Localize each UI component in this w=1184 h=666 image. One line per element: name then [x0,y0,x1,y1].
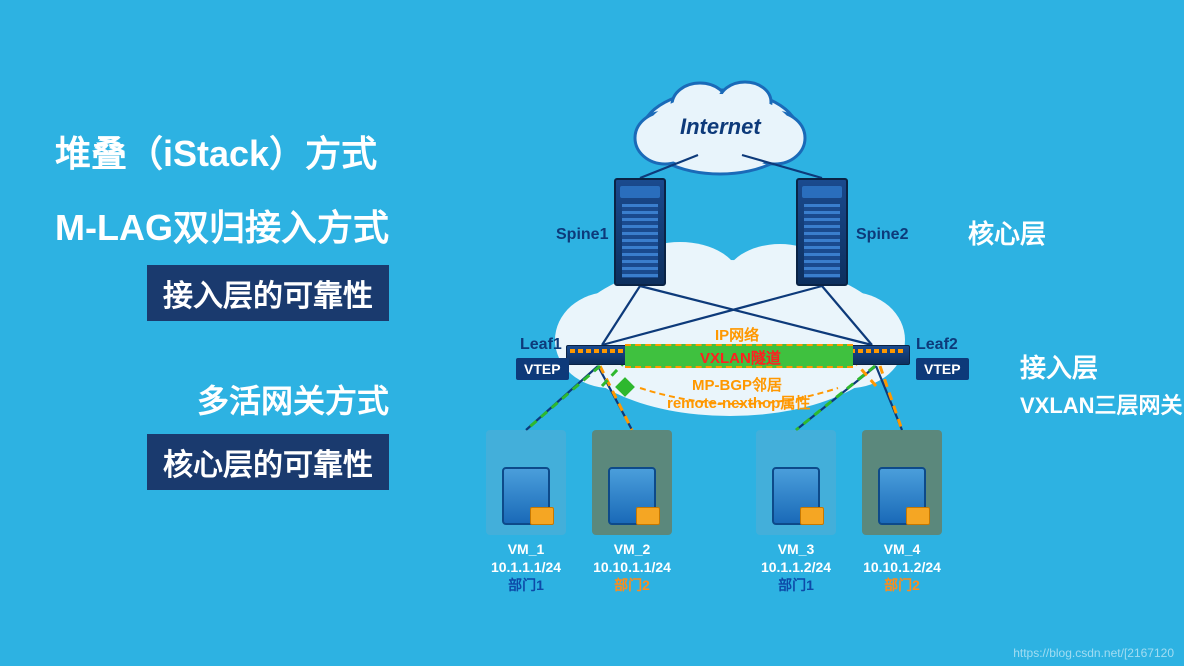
vm-2-dept: 部门2 [584,576,680,594]
vm-3 [756,430,836,535]
vm-3-caption: VM_3 10.1.1.2/24 部门1 [748,540,844,595]
vm-1-caption: VM_1 10.1.1.1/24 部门1 [478,540,574,595]
spine-2 [796,178,848,286]
label-remote-nexthop: remote-nexthop属性 [667,392,810,413]
vm-2-id: VM_2 [584,540,680,558]
leaf-2-vtep: VTEP [916,358,969,380]
vm-4-caption: VM_4 10.10.1.2/24 部门2 [854,540,950,595]
label-vxlan-tunnel: VXLAN隧道 [700,347,781,368]
vm-2-caption: VM_2 10.10.1.1/24 部门2 [584,540,680,595]
internet-label: Internet [680,114,761,140]
spine-1 [614,178,666,286]
vm-3-id: VM_3 [748,540,844,558]
leaf-1-label: Leaf1 [520,336,562,354]
server-icon [772,467,820,525]
vm-1-ip: 10.1.1.1/24 [478,558,574,576]
spine-1-label: Spine1 [556,226,608,244]
server-icon [878,467,926,525]
vm-1-dept: 部门1 [478,576,574,594]
diagram-root: 堆叠（iStack）方式 M-LAG双归接入方式 接入层的可靠性 多活网关方式 … [0,0,1184,666]
vm-4-id: VM_4 [854,540,950,558]
vm-4-dept: 部门2 [854,576,950,594]
leaf-2-label: Leaf2 [916,336,958,354]
watermark: https://blog.csdn.net/[2167120 [1013,646,1174,660]
leaf-1-vtep: VTEP [516,358,569,380]
server-icon [608,467,656,525]
vm-2 [592,430,672,535]
vm-3-dept: 部门1 [748,576,844,594]
vm-3-ip: 10.1.1.2/24 [748,558,844,576]
vm-4 [862,430,942,535]
vm-1 [486,430,566,535]
spine-2-label: Spine2 [856,226,908,244]
server-icon [502,467,550,525]
vm-2-ip: 10.10.1.1/24 [584,558,680,576]
vm-1-id: VM_1 [478,540,574,558]
vm-4-ip: 10.10.1.2/24 [854,558,950,576]
label-ip-network: IP网络 [715,324,759,345]
